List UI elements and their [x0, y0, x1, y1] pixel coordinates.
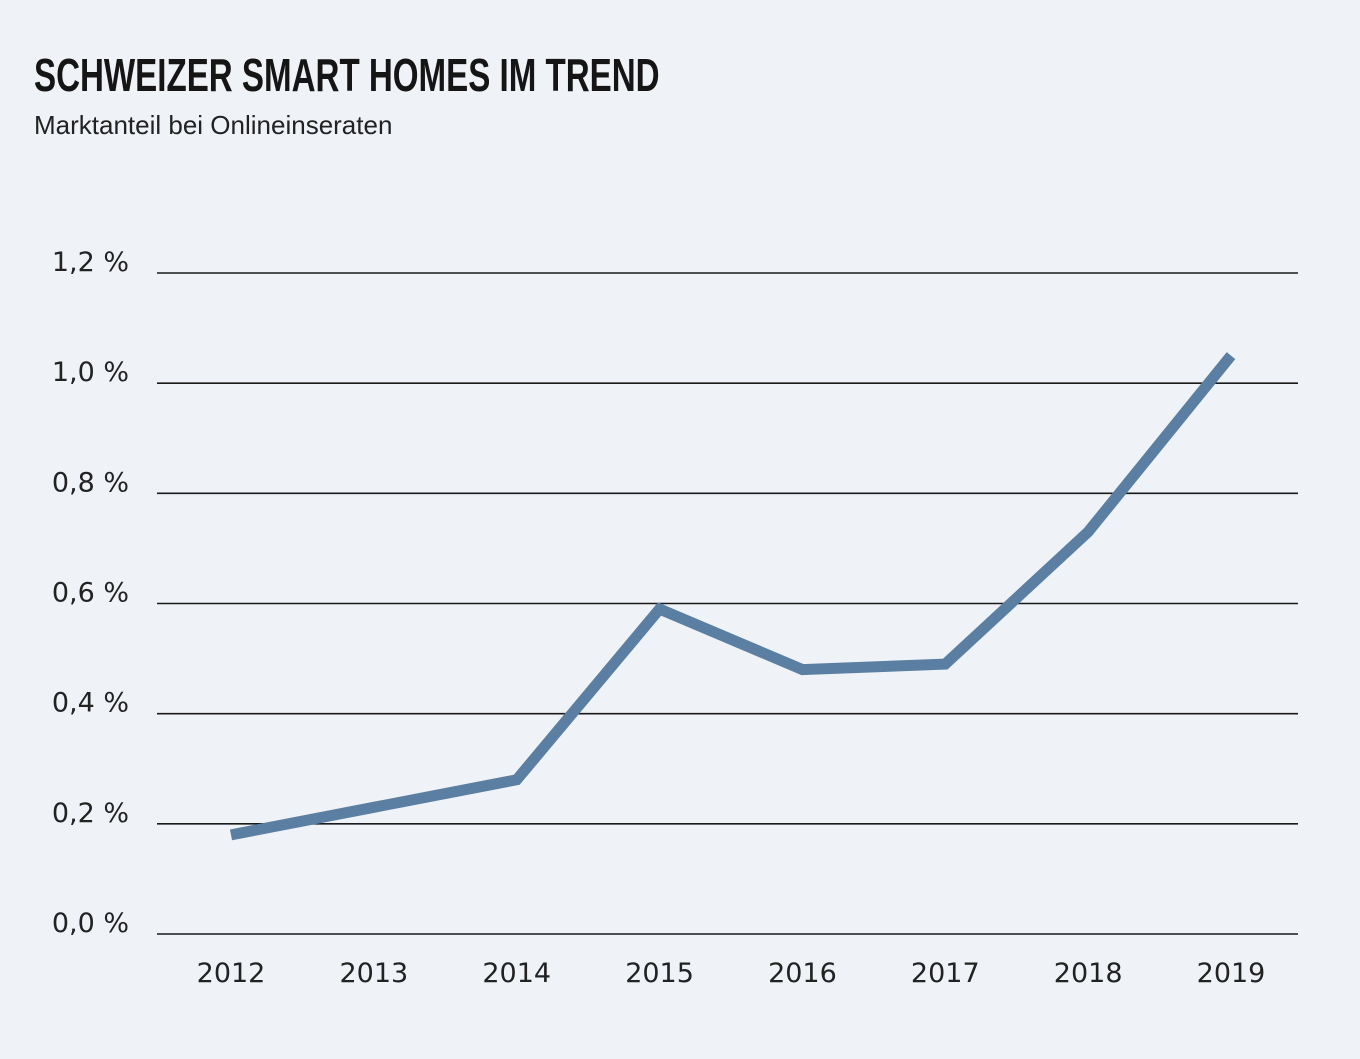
x-tick-label: 2014 [482, 958, 551, 989]
y-tick-label: 0,6 % [52, 578, 129, 609]
x-tick-label: 2013 [339, 958, 408, 989]
x-tick-label: 2012 [197, 958, 266, 989]
x-tick-label: 2015 [625, 958, 694, 989]
y-tick-label: 0,8 % [52, 467, 129, 498]
y-tick-label: 0,4 % [52, 688, 129, 719]
x-tick-label: 2017 [911, 958, 980, 989]
y-tick-label: 0,0 % [52, 908, 129, 939]
y-tick-label: 1,2 % [52, 247, 129, 278]
x-tick-label: 2018 [1054, 958, 1123, 989]
chart-subtitle: Marktanteil bei Onlineinseraten [34, 110, 393, 140]
y-tick-label: 0,2 % [52, 798, 129, 829]
series-line [229, 352, 1236, 841]
chart-title: SCHWEIZER SMART HOMES IM TREND [34, 49, 660, 101]
x-tick-label: 2019 [1197, 958, 1266, 989]
x-tick-label: 2016 [768, 958, 837, 989]
y-tick-label: 1,0 % [52, 357, 129, 388]
